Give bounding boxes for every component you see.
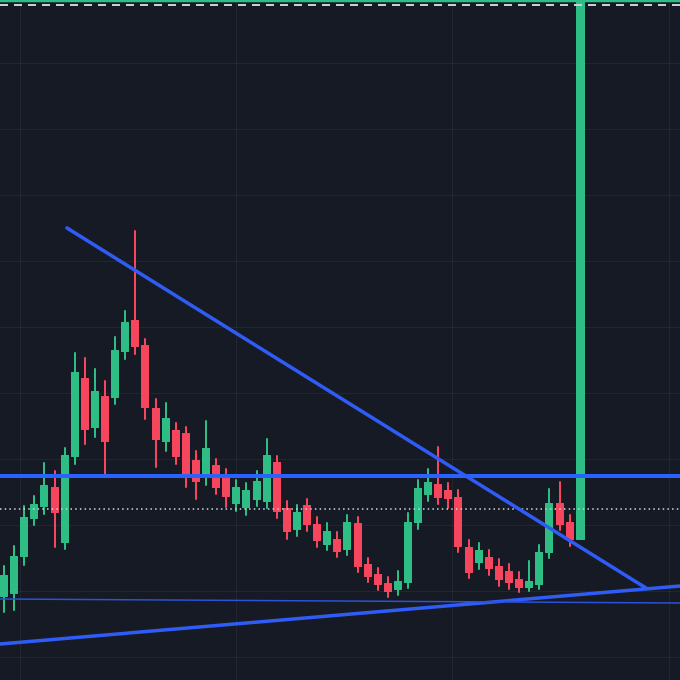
bull-candle-body [323,531,331,545]
bull-candle-body [121,322,129,352]
bear-candle-body [333,539,341,552]
bull-candle-body [111,350,119,398]
bull-candle-body [343,522,351,550]
bear-candle-body [354,523,362,567]
bear-candle-wick [134,230,136,355]
bear-candle-body [172,430,180,457]
bear-candle-body [303,505,311,525]
bull-candle-body [0,575,8,597]
bear-candle-body [192,460,200,482]
bear-candle-body [101,396,109,442]
bull-candle-body [10,556,18,594]
thin-support-line[interactable] [0,598,680,604]
bear-candle-body [434,484,442,498]
bear-candle-body [273,462,281,512]
bull-candle-body [263,455,271,502]
bear-candle-body [81,378,89,430]
bear-candle-body [505,571,513,583]
bear-candle-body [374,574,382,585]
bull-candle-body [414,488,422,523]
bull-candle-body [525,581,533,588]
bull-candle-body [535,552,543,585]
bear-candle-body [364,564,372,577]
bull-candle-body [293,512,301,530]
bull-candle-body [162,418,170,442]
bull-candle-body [475,550,483,563]
bear-candle-body [566,522,574,540]
bear-candle-body [384,583,392,592]
bull-candle-body [91,391,99,428]
bear-candle-body [515,579,523,588]
bull-candle-body [30,504,38,519]
bull-candle-body [202,448,210,478]
bear-candle-body [222,477,230,497]
bear-candle-body [465,547,473,573]
bull-candle-wick [528,560,530,592]
bull-candle-body [61,455,69,543]
bull-candle-body [40,485,48,507]
ascending-trendline[interactable] [0,584,680,646]
bear-candle-body [131,320,139,347]
bull-candle-body [71,372,79,457]
bull-candle-body [424,482,432,495]
bear-candle-body [283,508,291,532]
bear-candle-body [152,408,160,440]
bear-candle-body [182,433,190,477]
bear-candle-body [313,524,321,541]
bear-candle-body [141,345,149,408]
bear-candle-body [556,503,564,525]
bear-candle-body [51,487,59,513]
bull-candle-body [404,522,412,583]
bear-candle-body [495,566,503,580]
bull-candle-body [253,481,261,500]
bear-candle-body [485,557,493,569]
bull-candle-body [394,581,402,590]
bear-candle-body [444,490,452,499]
bull-candle-body [242,490,250,508]
descending-trendline[interactable] [65,226,648,590]
bull-candle-body [232,487,240,504]
bear-candle-body [454,497,462,547]
bull-candle-body [20,517,28,557]
bull-candle-body [575,0,585,540]
